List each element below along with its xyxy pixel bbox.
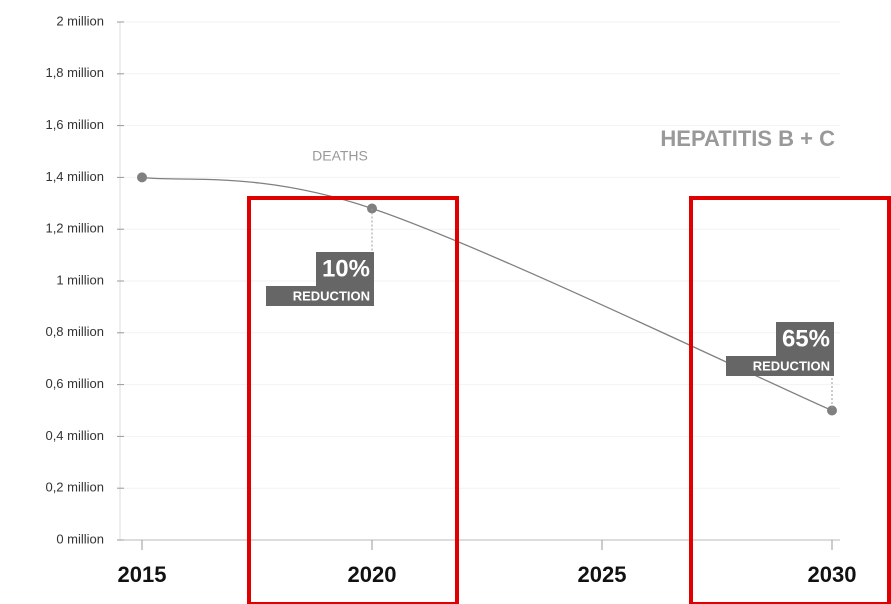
y-tick-label: 1 million bbox=[56, 272, 104, 287]
y-tick-label: 0,8 million bbox=[45, 324, 104, 339]
y-tick-label: 1,4 million bbox=[45, 169, 104, 184]
annotation-value: 65% bbox=[782, 325, 830, 352]
y-tick-label: 0,4 million bbox=[45, 428, 104, 443]
x-tick-label: 2015 bbox=[118, 562, 167, 587]
chart-title: HEPATITIS B + C bbox=[660, 126, 835, 151]
y-tick-label: 2 million bbox=[56, 13, 104, 28]
y-tick-label: 0 million bbox=[56, 531, 104, 546]
annotation-value: 10% bbox=[322, 255, 370, 282]
y-tick-label: 1,6 million bbox=[45, 117, 104, 132]
annotation-text: REDUCTION bbox=[753, 358, 830, 373]
y-tick-label: 0,6 million bbox=[45, 376, 104, 391]
annotation-text: REDUCTION bbox=[293, 288, 370, 303]
x-tick-label: 2020 bbox=[348, 562, 397, 587]
x-tick-label: 2030 bbox=[808, 562, 857, 587]
y-tick-label: 0,2 million bbox=[45, 480, 104, 495]
x-tick-label: 2025 bbox=[578, 562, 627, 587]
y-tick-label: 1,8 million bbox=[45, 65, 104, 80]
y-tick-label: 1,2 million bbox=[45, 221, 104, 236]
point bbox=[137, 172, 147, 183]
series-label: DEATHS bbox=[312, 148, 368, 164]
